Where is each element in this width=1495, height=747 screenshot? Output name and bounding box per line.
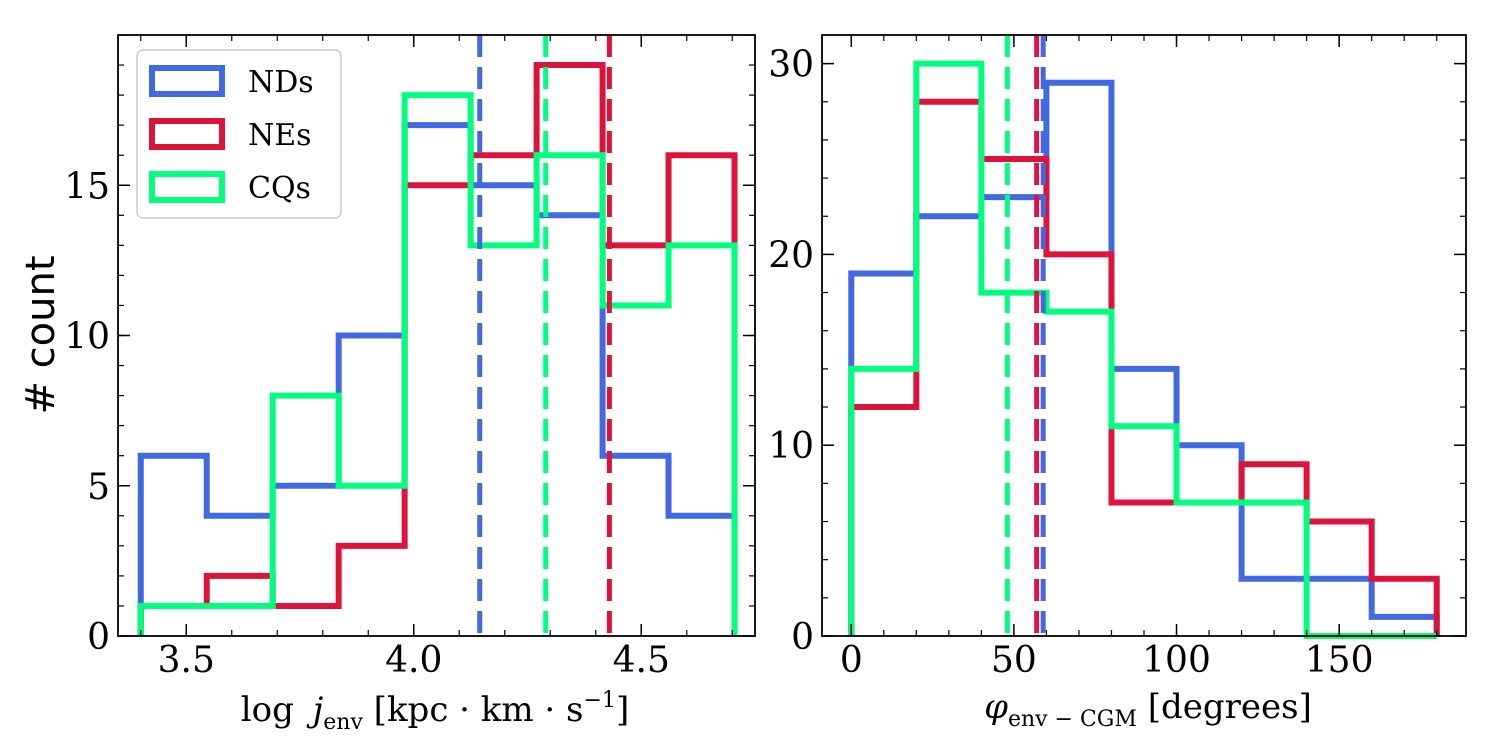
left-panel: 3.5 4.0 4.5 0 5 10 15: [64, 34, 756, 681]
histogram-nds: [848, 79, 1440, 636]
histogram-cqs: [137, 92, 738, 636]
x-tick-label: 3.5: [158, 640, 215, 681]
x-label-phi: φ: [984, 687, 1008, 727]
x-label-sup: −1: [584, 688, 616, 713]
x-tick-label: 4.0: [385, 640, 442, 681]
x-axis-label-right: φenv − CGM [degrees]: [984, 687, 1312, 732]
y-tick-label: 30: [768, 45, 814, 86]
right-panel: 0 50 100 150 0 10 20 30: [768, 34, 1467, 681]
x-label-var: j: [306, 690, 324, 730]
y-tick-label: 10: [64, 317, 110, 358]
histogram-nds: [137, 122, 738, 636]
x-tick-label: 0: [840, 640, 863, 681]
y-axis-label: # count: [18, 255, 64, 414]
histogram-nes: [137, 62, 738, 636]
histogram-cqs: [848, 60, 1437, 639]
legend-label-cqs: CQs: [248, 171, 311, 206]
legend-swatch-nds: [149, 65, 225, 97]
x-axis-label-left: log jenv [kpc · km · s−1]: [241, 688, 629, 735]
x-tick-label: 50: [991, 640, 1037, 681]
y-tick-label: 0: [791, 617, 814, 658]
x-tick-label: 100: [1142, 640, 1211, 681]
legend-swatch-cqs: [149, 171, 225, 203]
x-label-unit-close: ]: [616, 690, 629, 730]
x-tick-label: 150: [1305, 640, 1374, 681]
x-label-phi-unit: [degrees]: [1137, 687, 1312, 727]
y-tick-label: 20: [768, 235, 814, 276]
x-tick-label: 4.5: [613, 640, 670, 681]
legend-label-nds: NDs: [248, 65, 314, 100]
legend-label-nes: NEs: [248, 118, 312, 153]
y-tick-label: 10: [768, 426, 814, 467]
y-tick-label: 5: [87, 467, 110, 508]
y-tick-label: 0: [87, 617, 110, 658]
x-label-phi-sub: env − CGM: [1008, 707, 1137, 732]
legend-swatch-nes: [149, 118, 225, 150]
x-label-log: log: [241, 690, 294, 730]
legend: NDs NEs CQs: [136, 49, 342, 219]
y-tick-label: 15: [64, 166, 110, 207]
x-label-unit: [kpc · km · s: [363, 690, 584, 730]
x-label-sub: env: [323, 710, 363, 735]
